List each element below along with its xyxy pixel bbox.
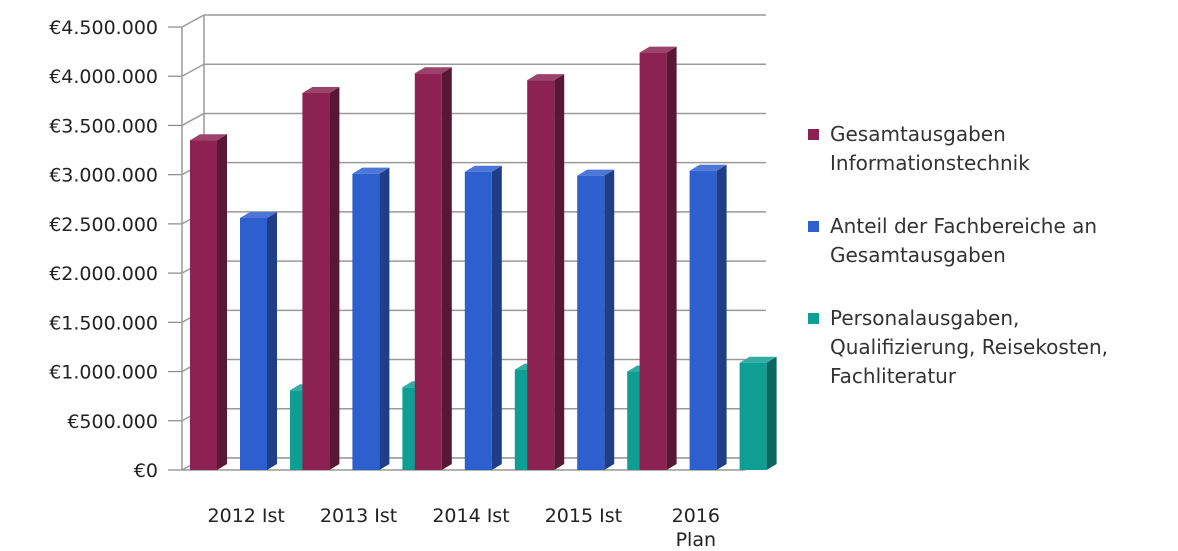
bar-front xyxy=(302,92,330,471)
bar-top xyxy=(352,167,390,174)
bar-side xyxy=(441,67,452,470)
bar-side xyxy=(217,134,227,470)
bar-front xyxy=(577,175,605,470)
bar xyxy=(577,169,615,470)
bar-front xyxy=(464,171,492,471)
bars xyxy=(190,46,777,471)
x-tick-label: 2015 Ist xyxy=(545,505,622,527)
y-tick-label: €2.500.000 xyxy=(49,214,158,236)
bar-side xyxy=(716,164,727,470)
bar xyxy=(414,67,452,470)
y-tick-label: €4.500.000 xyxy=(49,17,158,39)
legend-swatch xyxy=(808,221,819,232)
y-tick-label: €4.000.000 xyxy=(49,66,158,88)
bar-top xyxy=(190,134,227,141)
legend: Gesamtausgaben Informationstechnik Antei… xyxy=(808,120,1168,425)
bar xyxy=(739,356,777,470)
bar-front xyxy=(352,173,380,470)
legend-item-gesamtausgaben: Gesamtausgaben Informationstechnik xyxy=(808,120,1168,178)
gridline-side xyxy=(181,63,205,77)
bar-side xyxy=(604,169,615,470)
bar-front xyxy=(527,80,555,470)
bar-top xyxy=(464,165,502,172)
legend-swatch xyxy=(808,129,819,140)
legend-swatch xyxy=(808,313,819,324)
bar xyxy=(240,211,277,470)
bar-front xyxy=(739,362,767,470)
bar-top xyxy=(689,164,727,171)
bar-side xyxy=(379,167,390,470)
bar-side xyxy=(666,46,677,471)
bar-front xyxy=(689,170,717,470)
bar-front xyxy=(639,52,667,471)
bar-front xyxy=(414,73,442,470)
bar xyxy=(689,164,727,470)
bar-side xyxy=(267,211,277,470)
bar-top xyxy=(240,211,277,218)
bar-front xyxy=(190,140,217,470)
gridline-side xyxy=(181,14,205,28)
bar-top xyxy=(639,46,677,53)
y-axis: €0 €500.000 €1.000.000 €1.500.000 €2.000.000… xyxy=(49,17,183,482)
bar-top xyxy=(302,86,340,93)
bar xyxy=(352,167,390,470)
y-tick-label: €1.000.000 xyxy=(49,362,158,384)
legend-item-fachbereiche: Anteil der Fachbereiche an Gesamtausgabe… xyxy=(808,212,1168,270)
x-tick-label: Plan xyxy=(676,529,716,551)
y-tick-label: €2.000.000 xyxy=(49,263,158,285)
y-tick-label: €3.500.000 xyxy=(49,115,158,137)
gridline-side xyxy=(181,112,205,127)
x-tick-label: 2012 Ist xyxy=(208,505,285,527)
y-tick-label: €3.000.000 xyxy=(49,165,158,187)
bar xyxy=(639,46,677,471)
y-tick-label: €0 xyxy=(134,460,158,482)
legend-label: Personalausgaben, Qualifizierung, Reisek… xyxy=(830,306,1109,388)
bar xyxy=(302,86,340,471)
x-tick-label: 2014 Ist xyxy=(432,505,509,527)
bar-side xyxy=(766,356,777,470)
x-tick-label: 2013 Ist xyxy=(320,505,397,527)
y-tick-label: €500.000 xyxy=(67,411,158,433)
bar-top xyxy=(577,169,615,176)
bar xyxy=(464,165,502,471)
legend-label: Gesamtausgaben Informationstechnik xyxy=(830,122,1030,175)
bar xyxy=(190,134,227,470)
bar-side xyxy=(491,165,502,471)
bar-top xyxy=(527,74,565,81)
bar-top xyxy=(739,356,777,363)
x-tick-label: 2016 xyxy=(672,505,720,527)
bar-side xyxy=(329,86,340,471)
legend-item-personalausgaben: Personalausgaben, Qualifizierung, Reisek… xyxy=(808,304,1168,391)
legend-label: Anteil der Fachbereiche an Gesamtausgabe… xyxy=(830,214,1098,267)
bar-top xyxy=(414,67,452,74)
y-tick-label: €1.500.000 xyxy=(49,312,158,334)
bar xyxy=(527,74,565,470)
bar-side xyxy=(554,74,565,470)
bar-front xyxy=(240,217,267,470)
